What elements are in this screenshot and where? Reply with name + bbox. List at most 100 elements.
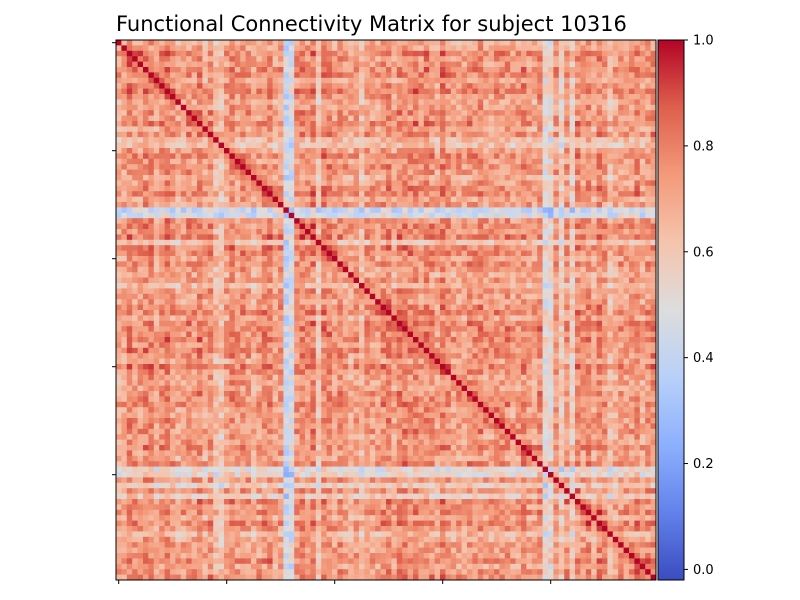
heatmap-cell bbox=[197, 180, 203, 187]
heatmap-cell bbox=[332, 202, 338, 208]
heatmap-cell bbox=[445, 299, 452, 305]
heatmap-cell bbox=[510, 180, 516, 187]
heatmap-cell bbox=[213, 99, 219, 106]
heatmap-cell bbox=[245, 50, 252, 57]
heatmap-cell bbox=[218, 77, 225, 84]
heatmap-cell bbox=[121, 169, 128, 176]
heatmap-cell bbox=[440, 158, 446, 165]
heatmap-cell bbox=[186, 304, 192, 311]
heatmap-cell bbox=[526, 175, 533, 181]
heatmap-cell bbox=[164, 229, 171, 235]
heatmap-cell bbox=[218, 223, 225, 230]
heatmap-cell bbox=[213, 250, 219, 257]
heatmap-cell bbox=[342, 256, 349, 262]
heatmap-cell bbox=[364, 175, 371, 181]
heatmap-cell bbox=[332, 56, 338, 62]
heatmap-cell bbox=[305, 212, 311, 219]
heatmap-cell bbox=[380, 304, 387, 311]
heatmap-cell bbox=[488, 277, 495, 284]
heatmap-cell bbox=[294, 67, 300, 73]
heatmap-cell bbox=[256, 77, 263, 84]
heatmap-cell bbox=[548, 288, 554, 295]
heatmap-cell bbox=[369, 245, 376, 251]
heatmap-cell bbox=[326, 131, 333, 138]
heatmap-cell bbox=[245, 110, 252, 116]
heatmap-cell bbox=[553, 250, 560, 257]
heatmap-cell bbox=[213, 191, 219, 197]
heatmap-cell bbox=[623, 40, 630, 46]
heatmap-cell bbox=[202, 223, 209, 230]
heatmap-cell bbox=[515, 40, 522, 46]
heatmap-cell bbox=[137, 234, 144, 241]
heatmap-cell bbox=[234, 175, 241, 181]
heatmap-cell bbox=[143, 256, 149, 262]
heatmap-cell bbox=[521, 142, 527, 149]
heatmap-cell bbox=[396, 180, 403, 187]
heatmap-cell bbox=[580, 185, 587, 192]
heatmap-cell bbox=[564, 266, 570, 273]
heatmap-cell bbox=[472, 256, 479, 262]
heatmap-cell bbox=[332, 131, 338, 138]
heatmap-cell bbox=[267, 77, 273, 84]
heatmap-cell bbox=[240, 304, 246, 311]
heatmap-cell bbox=[218, 196, 225, 203]
heatmap-cell bbox=[175, 293, 182, 300]
heatmap-cell bbox=[364, 191, 371, 197]
heatmap-cell bbox=[153, 148, 160, 154]
heatmap-cell bbox=[645, 277, 651, 284]
heatmap-cell bbox=[202, 104, 209, 111]
heatmap-cell bbox=[310, 56, 317, 62]
heatmap-cell bbox=[267, 153, 273, 160]
heatmap-cell bbox=[364, 94, 371, 100]
heatmap-cell bbox=[531, 126, 538, 133]
heatmap-cell bbox=[423, 110, 430, 116]
heatmap-cell bbox=[591, 261, 597, 268]
heatmap-cell bbox=[132, 239, 138, 246]
heatmap-cell bbox=[591, 153, 597, 160]
heatmap-cell bbox=[575, 67, 581, 73]
heatmap-cell bbox=[413, 180, 419, 187]
heatmap-cell bbox=[515, 164, 522, 170]
heatmap-cell bbox=[337, 142, 344, 149]
heatmap-cell bbox=[272, 45, 279, 52]
heatmap-cell bbox=[591, 142, 597, 149]
heatmap-cell bbox=[596, 272, 603, 278]
heatmap-cell bbox=[429, 94, 435, 100]
heatmap-cell bbox=[531, 61, 538, 68]
heatmap-cell bbox=[240, 40, 246, 46]
heatmap-cell bbox=[315, 196, 322, 203]
heatmap-cell bbox=[294, 72, 300, 79]
heatmap-cell bbox=[229, 185, 236, 192]
heatmap-cell bbox=[175, 110, 182, 116]
heatmap-cell bbox=[499, 299, 506, 305]
heatmap-cell bbox=[121, 277, 128, 284]
heatmap-cell bbox=[456, 158, 462, 165]
heatmap-cell bbox=[256, 131, 263, 138]
heatmap-cell bbox=[137, 202, 144, 208]
heatmap-cell bbox=[132, 185, 138, 192]
heatmap-cell bbox=[332, 169, 338, 176]
heatmap-cell bbox=[629, 266, 635, 273]
heatmap-cell bbox=[537, 110, 543, 116]
heatmap-cell bbox=[121, 250, 128, 257]
heatmap-cell bbox=[504, 272, 511, 278]
heatmap-cell bbox=[126, 191, 133, 197]
heatmap-cell bbox=[612, 158, 619, 165]
heatmap-cell bbox=[321, 158, 327, 165]
heatmap-cell bbox=[440, 212, 446, 219]
heatmap-cell bbox=[542, 153, 549, 160]
heatmap-cell bbox=[569, 299, 576, 305]
heatmap-cell bbox=[542, 131, 549, 138]
heatmap-cell bbox=[234, 40, 241, 46]
heatmap-cell bbox=[542, 272, 549, 278]
heatmap-cell bbox=[423, 61, 430, 68]
heatmap-cell bbox=[234, 180, 241, 187]
heatmap-cell bbox=[639, 207, 646, 214]
heatmap-cell bbox=[413, 288, 419, 295]
heatmap-cell bbox=[504, 94, 511, 100]
heatmap-cell bbox=[380, 137, 387, 143]
heatmap-cell bbox=[499, 180, 506, 187]
heatmap-cell bbox=[423, 283, 430, 289]
heatmap-cell bbox=[526, 121, 533, 127]
heatmap-cell bbox=[418, 191, 425, 197]
